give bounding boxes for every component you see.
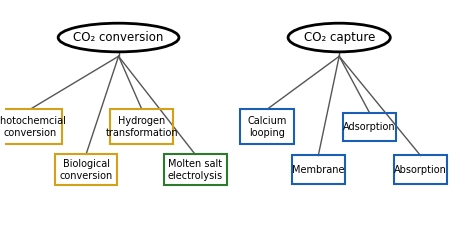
Text: Biological
conversion: Biological conversion [59,159,113,181]
Text: CO₂ conversion: CO₂ conversion [73,31,164,44]
Text: CO₂ capture: CO₂ capture [303,31,375,44]
Text: Absorption: Absorption [394,165,447,175]
Text: Calcium
looping: Calcium looping [247,116,287,138]
Text: Membrane: Membrane [292,165,345,175]
Text: Molten salt
electrolysis: Molten salt electrolysis [168,159,223,181]
Text: Hydrogen
transformation: Hydrogen transformation [105,116,178,138]
Text: Photochemcial
conversion: Photochemcial conversion [0,116,66,138]
Text: Adsorption: Adsorption [343,122,396,132]
